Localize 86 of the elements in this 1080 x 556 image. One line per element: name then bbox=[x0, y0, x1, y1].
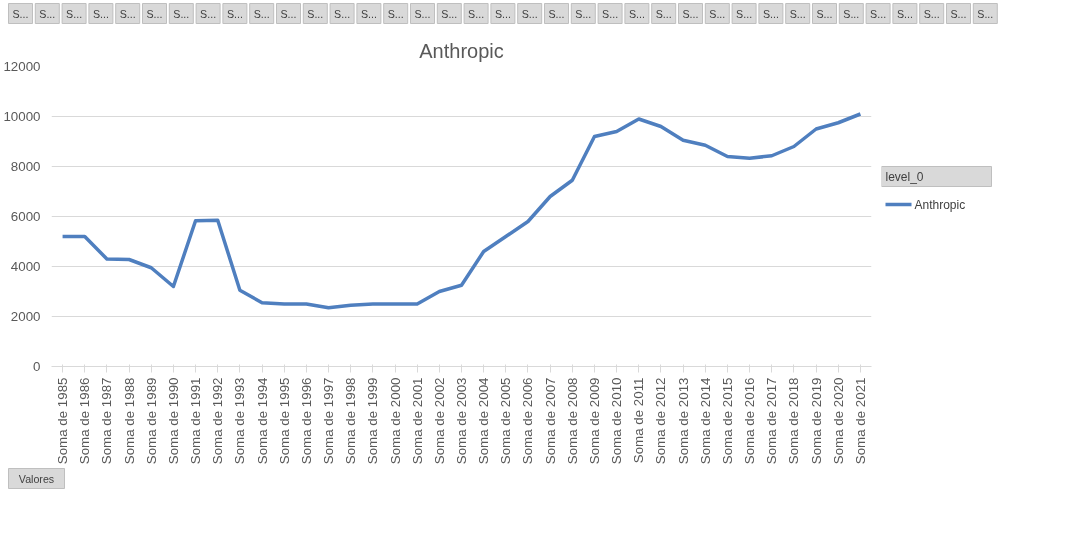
x-tick-label: Soma de 2005 bbox=[498, 377, 514, 465]
text: S... bbox=[602, 7, 619, 20]
text: S... bbox=[334, 7, 351, 20]
x-tick-label: Soma de 1988 bbox=[121, 377, 137, 465]
text: S... bbox=[977, 7, 994, 20]
text: S... bbox=[843, 7, 860, 20]
text: S... bbox=[66, 7, 83, 20]
text: S... bbox=[521, 7, 538, 20]
text: S... bbox=[253, 7, 270, 20]
chart-title: Anthropic bbox=[419, 39, 504, 62]
text: S... bbox=[923, 7, 940, 20]
x-tick-label: Soma de 1994 bbox=[254, 376, 270, 465]
x-tick-label: Soma de 2017 bbox=[764, 377, 780, 465]
text: S... bbox=[12, 7, 29, 20]
text: S... bbox=[575, 7, 592, 20]
x-tick-label: Soma de 1995 bbox=[276, 377, 292, 465]
text: S... bbox=[146, 7, 163, 20]
x-tick-label: Soma de 2016 bbox=[742, 377, 758, 465]
text: S... bbox=[789, 7, 806, 20]
x-tick-label: Soma de 2000 bbox=[387, 377, 403, 465]
text: S... bbox=[896, 7, 913, 20]
y-tick-label: 0 bbox=[33, 359, 41, 374]
x-tick-label: Soma de 2006 bbox=[520, 377, 536, 465]
text: S... bbox=[816, 7, 833, 20]
text: S... bbox=[92, 7, 109, 20]
text: S... bbox=[200, 7, 217, 20]
text: S... bbox=[468, 7, 485, 20]
text: S... bbox=[280, 7, 297, 20]
text: S... bbox=[494, 7, 511, 20]
x-tick-label: Soma de 1991 bbox=[188, 377, 204, 465]
y-tick-label: 10000 bbox=[3, 109, 41, 124]
text: S... bbox=[709, 7, 726, 20]
text: S... bbox=[441, 7, 458, 20]
text: Valores bbox=[18, 472, 55, 485]
x-tick-label: Soma de 1999 bbox=[365, 377, 381, 465]
y-tick-label: 2000 bbox=[10, 309, 41, 324]
x-tick-label: Soma de 1993 bbox=[232, 377, 248, 465]
y-tick-label: 12000 bbox=[3, 59, 41, 74]
legend-title: level_0 bbox=[885, 169, 924, 184]
y-tick-label: 8000 bbox=[10, 159, 41, 174]
x-tick-label: Soma de 2010 bbox=[609, 377, 625, 465]
x-tick-label: Soma de 2011 bbox=[631, 377, 647, 464]
x-tick-label: Soma de 1996 bbox=[298, 377, 314, 465]
x-tick-label: Soma de 2018 bbox=[786, 377, 802, 465]
x-tick-label: Soma de 1992 bbox=[210, 377, 226, 465]
text: S... bbox=[173, 7, 190, 20]
x-tick-label: Soma de 1985 bbox=[55, 377, 71, 465]
y-tick-label: 6000 bbox=[10, 209, 41, 224]
x-tick-label: Soma de 2019 bbox=[808, 377, 824, 465]
x-tick-label: Soma de 2002 bbox=[431, 377, 447, 465]
text: S... bbox=[682, 7, 699, 20]
x-tick-label: Soma de 2021 bbox=[852, 377, 868, 465]
x-tick-label: Soma de 2003 bbox=[454, 377, 469, 465]
x-tick-label: Soma de 2013 bbox=[675, 377, 691, 465]
text: S... bbox=[736, 7, 753, 20]
x-tick-label: Soma de 1990 bbox=[165, 377, 181, 465]
y-tick-label: 4000 bbox=[10, 259, 41, 274]
x-tick-label: Soma de 2014 bbox=[697, 376, 713, 465]
x-tick-label: Soma de 2015 bbox=[719, 377, 735, 465]
legend-label: Anthropic bbox=[914, 197, 966, 212]
text: S... bbox=[414, 7, 431, 20]
x-tick-label: Soma de 1989 bbox=[143, 377, 159, 465]
text: S... bbox=[119, 7, 136, 20]
text: S... bbox=[307, 7, 324, 20]
text: S... bbox=[387, 7, 404, 20]
line-series bbox=[60, 112, 863, 310]
x-tick-label: Soma de 2004 bbox=[476, 376, 492, 465]
x-tick-label: Soma de 1987 bbox=[99, 377, 115, 465]
text: S... bbox=[226, 7, 243, 20]
x-tick-label: Soma de 2020 bbox=[830, 377, 846, 465]
text: S... bbox=[870, 7, 887, 20]
x-tick-label: Soma de 1997 bbox=[321, 377, 337, 465]
x-tick-label: Soma de 2007 bbox=[542, 377, 558, 465]
text: S... bbox=[360, 7, 377, 20]
x-tick-label: Soma de 2008 bbox=[564, 377, 580, 465]
x-tick-label: Soma de 1998 bbox=[343, 377, 359, 465]
x-tick-label: Soma de 2001 bbox=[409, 377, 425, 465]
x-tick-label: Soma de 1986 bbox=[77, 377, 93, 465]
text: S... bbox=[548, 7, 565, 20]
text: S... bbox=[762, 7, 779, 20]
text: S... bbox=[950, 7, 967, 20]
text: S... bbox=[39, 7, 56, 20]
text: S... bbox=[628, 7, 645, 20]
x-tick-label: Soma de 2012 bbox=[653, 377, 669, 465]
text: S... bbox=[655, 7, 672, 20]
x-tick-label: Soma de 2009 bbox=[586, 377, 602, 465]
